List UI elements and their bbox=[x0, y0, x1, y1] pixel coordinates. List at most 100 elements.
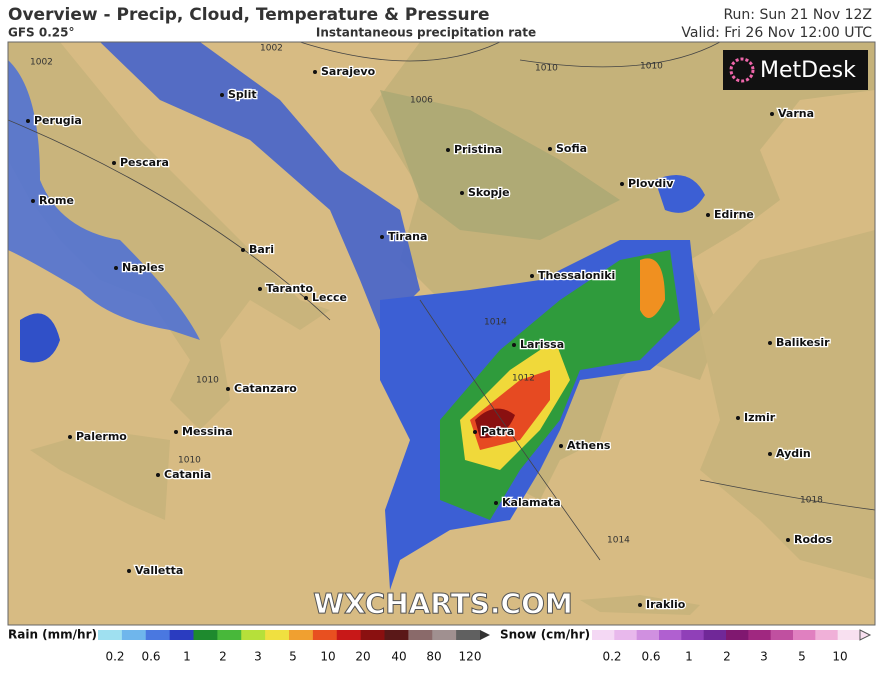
rain-swatch bbox=[360, 630, 385, 640]
city-dot bbox=[226, 387, 230, 391]
city-label: Skopje bbox=[468, 186, 510, 199]
isobar-label: 1002 bbox=[30, 58, 53, 68]
rain-swatch bbox=[312, 630, 338, 640]
city-dot bbox=[786, 538, 790, 542]
city-dot bbox=[620, 182, 624, 186]
isobar-label: 1018 bbox=[800, 496, 823, 506]
city-dot bbox=[512, 343, 516, 347]
city-label: Bari bbox=[249, 243, 274, 256]
city-dot bbox=[473, 430, 477, 434]
isobar-label: 1006 bbox=[410, 96, 433, 106]
watermark: WXCHARTS.COM bbox=[313, 587, 573, 620]
city-dot bbox=[736, 416, 740, 420]
snow-swatch bbox=[592, 630, 615, 640]
city-label: Izmir bbox=[744, 411, 776, 424]
city-label: Varna bbox=[778, 107, 814, 120]
city-label: Athens bbox=[567, 439, 611, 452]
city-label: Rodos bbox=[794, 533, 832, 546]
snow-swatch bbox=[793, 630, 816, 640]
snow-swatch bbox=[726, 630, 749, 640]
logo: MetDesk bbox=[760, 58, 856, 83]
city-label: Sofia bbox=[556, 142, 587, 155]
map: 1002 1002 1006 1010 1010 1014 1012 1010 1010 1014… bbox=[7, 41, 876, 626]
city-dot bbox=[380, 235, 384, 239]
snow-value: 5 bbox=[798, 650, 806, 664]
city-dot bbox=[258, 287, 262, 291]
rain-value: 2 bbox=[219, 650, 227, 664]
rain-swatch bbox=[289, 630, 314, 640]
isobar-label: 1010 bbox=[178, 456, 201, 466]
city-dot bbox=[68, 435, 72, 439]
city-dot bbox=[304, 296, 308, 300]
rain-swatch bbox=[432, 630, 457, 640]
rain-value: 10 bbox=[320, 650, 335, 664]
city-label: Sarajevo bbox=[321, 65, 376, 78]
rain-label: Rain (mm/hr) bbox=[8, 628, 97, 642]
anatolia-land bbox=[700, 230, 875, 580]
isobar-label: 1010 bbox=[640, 62, 663, 72]
isobar-label: 1014 bbox=[607, 536, 630, 546]
logo-box bbox=[723, 50, 868, 90]
rain-value: 0.2 bbox=[105, 650, 124, 664]
city-label: Naples bbox=[122, 261, 165, 274]
rain-swatch bbox=[384, 630, 409, 640]
city-dot bbox=[220, 93, 224, 97]
precip-maroon bbox=[475, 408, 515, 439]
rain-value: 120 bbox=[459, 650, 482, 664]
isobar-label: 1012 bbox=[512, 374, 535, 384]
italy-land bbox=[8, 42, 330, 430]
city-dot bbox=[446, 148, 450, 152]
snow-swatch bbox=[815, 630, 839, 640]
city-dot bbox=[530, 274, 534, 278]
city-dot bbox=[241, 248, 245, 252]
snow-swatch bbox=[837, 630, 861, 640]
city-label: Pescara bbox=[120, 156, 169, 169]
rain-swatch bbox=[241, 630, 266, 640]
city-label: Palermo bbox=[76, 430, 127, 443]
snow-swatch bbox=[703, 630, 727, 640]
city-label: Catania bbox=[164, 468, 211, 481]
rain-swatch bbox=[169, 630, 194, 640]
snow-value: 3 bbox=[760, 650, 768, 664]
valid: Valid: Fri 26 Nov 12:00 UTC bbox=[681, 25, 872, 41]
subtitle: Instantaneous precipitation rate bbox=[316, 26, 536, 40]
city-label: Iraklio bbox=[646, 598, 686, 611]
city-label: Larissa bbox=[520, 338, 564, 351]
isobar-label: 1010 bbox=[535, 64, 558, 74]
model: GFS 0.25° bbox=[8, 26, 74, 40]
city-dot bbox=[559, 444, 563, 448]
city-label: Kalamata bbox=[502, 496, 561, 509]
snow-value: 10 bbox=[832, 650, 847, 664]
city-label: Taranto bbox=[266, 282, 313, 295]
city-dot bbox=[770, 112, 774, 116]
snow-swatch bbox=[681, 630, 705, 640]
city-dot bbox=[548, 147, 552, 151]
isobars bbox=[8, 42, 875, 561]
city-label: Valletta bbox=[135, 564, 183, 577]
city-dot bbox=[174, 430, 178, 434]
rain-swatch bbox=[193, 630, 218, 640]
city-label: Perugia bbox=[34, 114, 82, 127]
snow-value: 1 bbox=[685, 650, 693, 664]
snow-swatch bbox=[614, 630, 638, 640]
rain-value: 3 bbox=[254, 650, 262, 664]
isobar-label: 1014 bbox=[484, 318, 507, 328]
rain-swatch bbox=[408, 630, 433, 640]
city-dot bbox=[127, 569, 131, 573]
city-label: Aydin bbox=[776, 447, 811, 460]
precip-edirne bbox=[655, 175, 705, 213]
city-dot bbox=[31, 199, 35, 203]
city-dot bbox=[768, 341, 772, 345]
city-label: Thessaloniki bbox=[538, 269, 615, 282]
rain-value: 0.6 bbox=[141, 650, 160, 664]
rain-value: 40 bbox=[391, 650, 406, 664]
rain-swatch bbox=[217, 630, 242, 640]
city-dot bbox=[26, 119, 30, 123]
snow-label: Snow (cm/hr) bbox=[500, 628, 590, 642]
rain-arrow bbox=[480, 630, 490, 640]
snow-swatch bbox=[659, 630, 682, 640]
run: Run: Sun 21 Nov 12Z bbox=[723, 7, 872, 23]
city-label: Plovdiv bbox=[628, 177, 674, 190]
snow-swatch bbox=[770, 630, 794, 640]
snow-arrow bbox=[859, 629, 872, 641]
